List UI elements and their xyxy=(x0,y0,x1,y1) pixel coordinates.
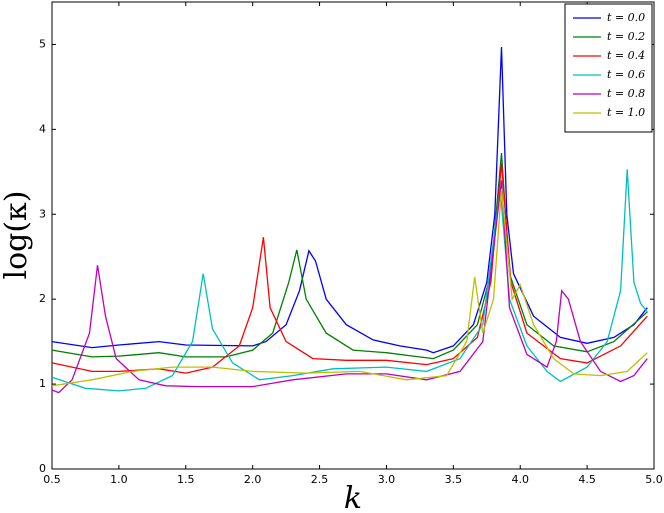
x-tick-label: 4.5 xyxy=(578,473,596,486)
y-tick-label: 1 xyxy=(39,377,46,390)
series-line xyxy=(51,153,648,360)
plot-frame xyxy=(51,1,655,470)
y-tick-label: 4 xyxy=(39,122,46,135)
x-tick-label: 3.5 xyxy=(445,473,463,486)
legend-label: t = 0.2 xyxy=(607,30,645,43)
legend-label: t = 1.0 xyxy=(607,106,645,119)
x-tick-label: 2.5 xyxy=(311,473,329,486)
x-tick-label: 1.0 xyxy=(110,473,128,486)
y-tick-label: 3 xyxy=(39,207,46,220)
y-tick-label: 5 xyxy=(39,37,46,50)
y-tick-label: 2 xyxy=(39,292,46,305)
series-line xyxy=(51,163,648,374)
series-line xyxy=(51,180,648,394)
x-tick-label: 4.0 xyxy=(511,473,529,486)
legend-label: t = 0.4 xyxy=(607,49,645,62)
series-line xyxy=(51,46,648,354)
x-tick-label: 3.0 xyxy=(378,473,396,486)
series-line xyxy=(51,169,648,392)
legend-label: t = 0.0 xyxy=(607,11,645,24)
y-tick-label: 0 xyxy=(39,462,46,475)
legend-box xyxy=(564,3,653,133)
x-tick-label: 5.0 xyxy=(645,473,663,486)
x-tick-label: 0.5 xyxy=(43,473,61,486)
y-axis-label: log(κ) xyxy=(0,190,34,279)
x-tick-label: 2.0 xyxy=(244,473,262,486)
legend-label: t = 0.6 xyxy=(607,68,645,81)
x-axis-label: k xyxy=(344,481,362,513)
legend-label: t = 0.8 xyxy=(607,87,645,100)
series-line xyxy=(51,188,648,387)
x-tick-label: 1.5 xyxy=(177,473,195,486)
